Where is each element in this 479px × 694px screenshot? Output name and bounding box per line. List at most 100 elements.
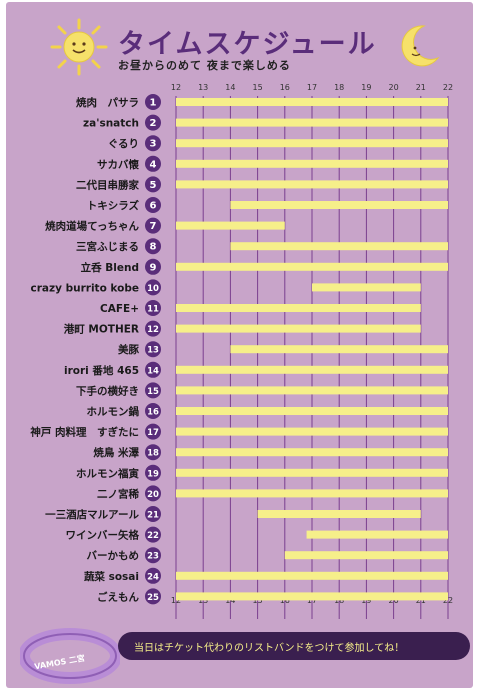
x-tick-label-top: 19	[361, 83, 371, 92]
number-badge-label: 15	[147, 387, 159, 397]
page-title: タイムスケジュール	[118, 29, 377, 60]
schedule-bar	[176, 221, 285, 230]
number-badge	[145, 526, 161, 543]
number-badge	[145, 135, 161, 152]
number-badge	[145, 382, 161, 399]
shop-name: CAFE+	[100, 303, 139, 315]
x-tick-label-bottom: 19	[361, 596, 371, 605]
schedule-bar	[230, 345, 448, 354]
shop-name: トキシラズ	[87, 199, 140, 212]
number-badge	[145, 114, 161, 131]
shop-name: ぐるり	[108, 138, 139, 150]
schedule-bar	[176, 468, 448, 477]
shop-name: 立呑 Blend	[81, 261, 139, 274]
number-badge	[145, 567, 161, 584]
number-badge-label: 12	[147, 325, 159, 335]
number-badge	[145, 506, 161, 522]
schedule-bar	[176, 180, 448, 189]
number-badge	[145, 279, 161, 296]
shop-name: 下手の横好き	[76, 384, 139, 397]
schedule-bar	[176, 159, 448, 168]
schedule-bar	[306, 530, 448, 539]
number-badge-label: 1	[150, 98, 157, 109]
x-tick-label-top: 18	[334, 83, 344, 92]
number-badge-label: 7	[150, 221, 157, 232]
number-badge	[145, 547, 161, 564]
shop-name: サカバ懐	[97, 158, 139, 171]
x-tick-label-top: 20	[389, 83, 399, 92]
schedule-bar	[176, 489, 448, 498]
number-badge-label: 8	[150, 242, 157, 253]
shop-name: ホルモン鍋	[87, 405, 140, 418]
number-badge	[145, 258, 161, 275]
x-tick-label-top: 14	[225, 83, 235, 92]
number-badge-label: 3	[150, 139, 157, 150]
number-badge	[145, 444, 161, 461]
shop-name: ワインバー矢格	[66, 529, 140, 542]
number-badge	[145, 464, 161, 481]
shop-name: 港町 MOTHER	[64, 323, 139, 336]
number-badge-label: 22	[147, 531, 159, 541]
schedule-bar	[176, 139, 448, 148]
number-badge	[145, 197, 161, 213]
x-tick-label-bottom: 15	[253, 596, 263, 605]
x-tick-label-top: 21	[416, 83, 426, 92]
number-badge-label: 20	[147, 490, 159, 500]
number-badge-label: 5	[150, 180, 157, 191]
schedule-bar	[176, 304, 421, 312]
moon-icon	[401, 25, 440, 67]
wristband-illustration	[20, 628, 120, 684]
x-tick-label-bottom: 20	[389, 596, 399, 605]
shop-name: 神戸 肉料理 すぎたに	[30, 426, 139, 439]
number-badge-label: 11	[147, 305, 159, 315]
shop-name: 美豚	[118, 343, 139, 356]
x-tick-label-bottom: 16	[280, 596, 290, 605]
number-badge-label: 18	[147, 449, 159, 459]
schedule-bar	[176, 386, 448, 395]
x-tick-label-bottom: 21	[416, 596, 426, 605]
number-badge-label: 25	[147, 593, 159, 603]
schedule-bar	[176, 118, 448, 127]
shop-name: 二代目串勝家	[76, 178, 139, 191]
number-badge-label: 23	[147, 552, 159, 562]
shop-name: za'snatch	[83, 118, 139, 130]
shop-name: 焼鳥 米澤	[93, 446, 139, 459]
shop-name: crazy burrito kobe	[31, 282, 140, 294]
sun-icon	[50, 18, 108, 76]
number-badge	[145, 485, 161, 502]
schedule-bar	[176, 427, 448, 436]
shop-name: ホルモン福寅	[76, 467, 139, 480]
number-badge	[145, 238, 161, 255]
x-tick-label-top: 15	[253, 83, 263, 92]
x-tick-label-bottom: 17	[307, 596, 317, 605]
number-badge	[145, 217, 161, 234]
shop-name: 三宮ふじまる	[76, 240, 139, 253]
number-badge-label: 17	[147, 428, 159, 438]
number-badge-label: 4	[150, 159, 157, 170]
shop-name: irori 番地 465	[64, 364, 139, 377]
x-tick-label-bottom: 14	[225, 596, 235, 605]
schedule-bar	[312, 283, 421, 292]
number-badge-label: 6	[150, 201, 157, 212]
number-badge	[145, 403, 161, 419]
number-badge	[145, 155, 161, 172]
x-tick-label-top: 17	[307, 83, 317, 92]
schedule-bar	[176, 448, 448, 457]
x-tick-label-bottom: 18	[334, 596, 344, 605]
schedule-bar	[230, 201, 448, 209]
schedule-bar	[176, 407, 448, 415]
number-badge	[145, 300, 161, 316]
page-subtitle: お昼からのめて 夜まで楽しめる	[118, 59, 291, 72]
x-tick-label-top: 12	[171, 83, 181, 92]
number-badge-label: 19	[147, 469, 159, 479]
shop-name: 焼肉 パサラ	[76, 96, 139, 109]
x-tick-label-top: 22	[443, 83, 453, 92]
schedule-bar	[257, 510, 421, 518]
number-badge-label: 2	[150, 118, 157, 129]
notice-banner: 当日はチケット代わりのリストバンドをつけて参加してね！	[118, 632, 470, 660]
shop-name: ごえもん	[97, 590, 139, 603]
shop-name: 一三酒店マルアール	[45, 508, 139, 521]
schedule-bar	[176, 262, 448, 271]
